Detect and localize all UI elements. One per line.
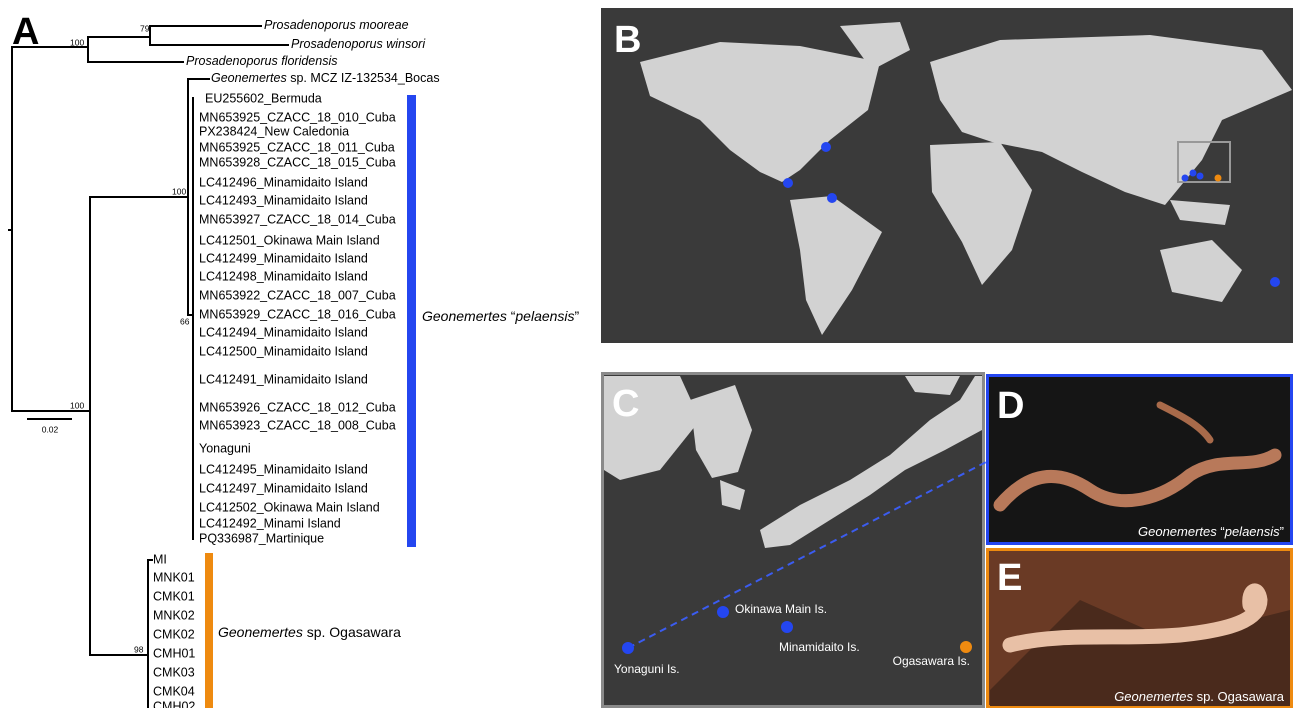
leaf-label: PX238424_New Caledonia	[199, 124, 349, 138]
bootstrap: 98	[134, 644, 144, 654]
label-part: Prosadenoporus mooreae	[264, 18, 409, 32]
label-part: sp. Ogasawara	[1193, 689, 1285, 704]
label-part: ”	[1280, 524, 1284, 539]
leaf-label: LC412496_Minamidaito Island	[199, 175, 368, 189]
leaf-label: LC412495_Minamidaito Island	[199, 462, 368, 476]
place-label: Yonaguni Is.	[614, 662, 680, 676]
label-part: “	[507, 308, 516, 324]
label-part: “	[1217, 524, 1225, 539]
leaf-label: CMK03	[153, 665, 195, 679]
place-label: Okinawa Main Is.	[735, 602, 827, 616]
leaf-label: LC412497_Minamidaito Island	[199, 481, 368, 495]
leaf-label: Prosadenoporus floridensis	[186, 54, 337, 68]
leaf-label: Geonemertes sp. MCZ IZ-132534_Bocas	[211, 71, 440, 85]
place-label: Ogasawara Is.	[893, 654, 970, 668]
leaf-label: PQ336987_Martinique	[199, 531, 324, 545]
leaf-label: EU255602_Bermuda	[205, 91, 322, 105]
leaf-label: Yonaguni	[199, 441, 251, 455]
place-label: Minamidaito Is.	[779, 640, 860, 654]
bootstrap: 66	[180, 316, 190, 326]
label-part: Prosadenoporus floridensis	[186, 54, 337, 68]
leaf-label: MN653927_CZACC_18_014_Cuba	[199, 212, 396, 226]
leaf-label: CMH02	[153, 699, 195, 708]
label-part: Geonemertes	[218, 624, 303, 640]
leaf-label: CMK04	[153, 684, 195, 698]
label-part: ”	[575, 308, 580, 324]
bootstrap: 100	[172, 186, 186, 196]
clade-label: Geonemertes “pelaensis”	[422, 308, 580, 324]
scale-bar-label: 0.02	[42, 424, 59, 434]
photo-d	[988, 376, 1292, 544]
label-part: Geonemertes	[1114, 689, 1193, 704]
panel-letter: B	[614, 19, 641, 61]
leaf-label: CMK02	[153, 627, 195, 641]
leaf-label: LC412502_Okinawa Main Island	[199, 500, 380, 514]
leaf-label: LC412493_Minamidaito Island	[199, 193, 368, 207]
clade-bar	[407, 95, 416, 547]
panel-letter: A	[12, 11, 39, 53]
bootstrap: 100	[70, 37, 84, 47]
label-part: Prosadenoporus winsori	[291, 37, 426, 51]
leaf-label: LC412498_Minamidaito Island	[199, 269, 368, 283]
leaf-label: LC412500_Minamidaito Island	[199, 344, 368, 358]
label-part: Geonemertes	[422, 308, 507, 324]
leaf-label: MI	[153, 552, 167, 566]
leaf-label: MN653922_CZACC_18_007_Cuba	[199, 288, 396, 302]
leaf-label: LC412499_Minamidaito Island	[199, 251, 368, 265]
leaf-label: Prosadenoporus winsori	[291, 37, 426, 51]
map-world	[601, 8, 1293, 343]
leaf-label: MN653923_CZACC_18_008_Cuba	[199, 418, 396, 432]
leaf-label: MN653925_CZACC_18_011_Cuba	[199, 140, 395, 154]
leaf-label: LC412492_Minami Island	[199, 516, 341, 530]
leaf-label: MNK02	[153, 608, 195, 622]
leaf-label: CMH01	[153, 646, 195, 660]
panel-letter: E	[997, 557, 1022, 599]
label-part: sp. MCZ IZ-132534_Bocas	[287, 71, 440, 85]
label-part: pelaensis	[514, 308, 574, 324]
leaf-label: MN653929_CZACC_18_016_Cuba	[199, 307, 396, 321]
leaf-label: MNK01	[153, 570, 195, 584]
panel-letter: D	[997, 385, 1024, 427]
panel-letter: C	[612, 383, 639, 425]
leaf-label: MN653925_CZACC_18_010_Cuba	[199, 110, 396, 124]
photo-caption: Geonemertes “pelaensis”	[1138, 524, 1284, 539]
label-part: sp. Ogasawara	[303, 624, 401, 640]
clade-bar	[205, 553, 213, 708]
label-part: pelaensis	[1224, 524, 1280, 539]
label-part: Geonemertes	[1138, 524, 1217, 539]
leaf-label: MN653928_CZACC_18_015_Cuba	[199, 155, 396, 169]
photo-caption: Geonemertes sp. Ogasawara	[1114, 689, 1285, 704]
photo-e	[988, 550, 1292, 707]
clade-label: Geonemertes sp. Ogasawara	[218, 624, 401, 640]
figure: A B C D E Prosadenoporus mooreae Prosadenoporu…	[0, 0, 1293, 708]
label-part: Geonemertes	[211, 71, 287, 85]
leaf-label: LC412491_Minamidaito Island	[199, 372, 368, 386]
bootstrap: 100	[70, 400, 84, 410]
leaf-label: Prosadenoporus mooreae	[264, 18, 409, 32]
leaf-label: LC412501_Okinawa Main Island	[199, 233, 380, 247]
leaf-label: MN653926_CZACC_18_012_Cuba	[199, 400, 396, 414]
leaf-label: CMK01	[153, 589, 195, 603]
leaf-label: LC412494_Minamidaito Island	[199, 325, 368, 339]
bootstrap: 79	[140, 23, 150, 33]
